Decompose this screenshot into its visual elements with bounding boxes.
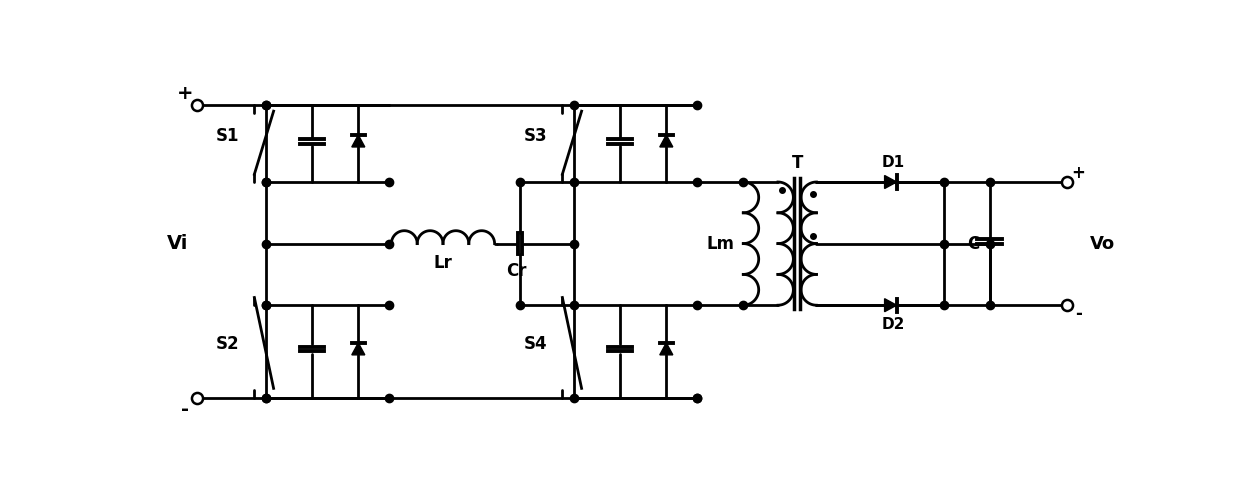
Text: S3: S3 — [523, 127, 547, 145]
Text: S2: S2 — [216, 335, 239, 353]
Text: Cr: Cr — [506, 262, 527, 280]
Text: Vo: Vo — [1090, 235, 1115, 253]
Text: Lr: Lr — [434, 254, 453, 272]
Text: -: - — [181, 400, 188, 418]
Text: D2: D2 — [882, 317, 905, 332]
Text: Vi: Vi — [166, 234, 188, 253]
Polygon shape — [884, 175, 897, 189]
Text: C: C — [967, 235, 978, 253]
Text: -: - — [1075, 305, 1081, 323]
Text: +: + — [1071, 164, 1085, 182]
Text: D1: D1 — [882, 155, 905, 170]
Text: T: T — [791, 154, 802, 172]
Text: S4: S4 — [523, 335, 547, 353]
Text: Lm: Lm — [707, 235, 734, 253]
Text: +: + — [177, 84, 193, 103]
Polygon shape — [352, 343, 365, 355]
Polygon shape — [660, 135, 673, 147]
Polygon shape — [884, 299, 897, 312]
Polygon shape — [660, 343, 673, 355]
Polygon shape — [352, 135, 365, 147]
Text: S1: S1 — [216, 127, 239, 145]
